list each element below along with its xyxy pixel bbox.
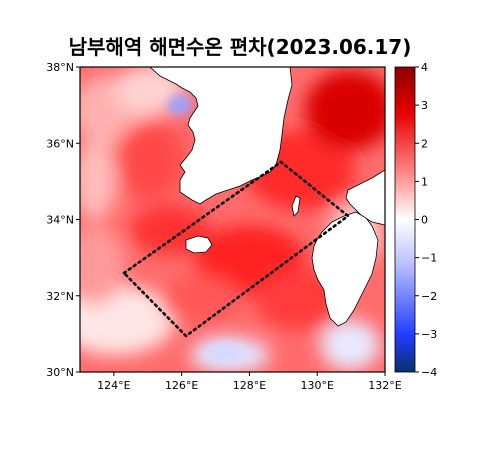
study-area-boundary — [122, 160, 351, 338]
lon-tick-label: 128°E — [233, 379, 266, 392]
korean-peninsula — [149, 67, 293, 205]
colorbar-tick-label: −4 — [421, 366, 437, 379]
japan-honshu — [345, 169, 385, 226]
lat-tick-label: 38°N — [46, 61, 74, 74]
latitude-axis: 38°N 36°N 34°N 32°N 30°N — [46, 61, 80, 379]
lat-tick-label: 36°N — [46, 137, 74, 150]
lon-tick-label: 124°E — [97, 379, 130, 392]
japan-kyushu — [311, 211, 379, 327]
cool-anomaly-spot — [168, 95, 192, 115]
colorbar-tick-label: −3 — [421, 328, 437, 341]
lat-tick-label: 34°N — [46, 214, 74, 227]
lon-tick-label: 132°E — [368, 379, 401, 392]
longitude-axis: 124°E 126°E 128°E 130°E 132°E — [97, 372, 402, 392]
colorbar-tick-label: 0 — [421, 214, 428, 227]
colorbar-tick-label: 1 — [421, 175, 428, 188]
land-masses — [149, 67, 385, 327]
colorbar: 4 3 2 1 0 −1 −2 −3 −4 — [394, 61, 437, 379]
colorbar-tick-label: −1 — [421, 252, 437, 265]
lon-tick-label: 130°E — [300, 379, 333, 392]
colorbar-tick-label: −2 — [421, 290, 437, 303]
map-title: 남부해역 해면수온 편차(2023.06.17) — [69, 35, 412, 59]
colorbar-tick-label: 2 — [421, 137, 428, 150]
map-panel — [80, 67, 385, 372]
lon-tick-label: 126°E — [165, 379, 198, 392]
colorbar-gradient — [394, 66, 416, 373]
jeju-island — [185, 235, 213, 254]
lat-tick-label: 32°N — [46, 290, 74, 303]
colorbar-tick-label: 4 — [421, 61, 428, 74]
tsushima-island — [291, 195, 301, 217]
colorbar-tick-label: 3 — [421, 99, 428, 112]
lat-tick-label: 30°N — [46, 366, 74, 379]
